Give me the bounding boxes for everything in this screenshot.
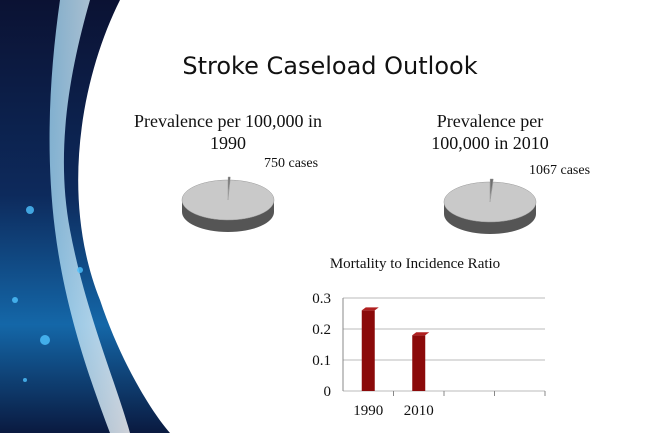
pie-title: Prevalence per 100,000 in 1990 [134,111,322,153]
value-label: 750 cases [264,156,318,171]
slide-title: Stroke Caseload Outlook [182,52,478,80]
pie-side [182,200,274,232]
bar [361,310,375,391]
chart-title: Mortality to Incidence Ratio [330,256,500,272]
bar-top [412,332,430,336]
x-tick-label: 2010 [404,403,434,419]
pie-side [444,202,536,234]
x-tick-label: 1990 [353,403,383,419]
bar [412,335,426,391]
background-panel [0,0,170,433]
y-tick-label: 0 [324,384,332,400]
bar-top [361,307,379,311]
pie-title: Prevalence per 100,000 in 2010 [431,111,549,153]
background-swoosh [49,0,130,433]
y-tick-label: 0.3 [312,291,331,307]
y-tick-label: 0.2 [312,322,331,338]
value-label: 1067 cases [529,163,590,178]
charts: 750 cases 1067 cases Mortality to Incidenc… [181,156,590,419]
pie-slice [489,178,494,200]
background-lights [12,206,83,382]
y-tick-label: 0.1 [312,353,331,369]
pie-slice [443,181,537,223]
pie-slice [181,179,275,221]
